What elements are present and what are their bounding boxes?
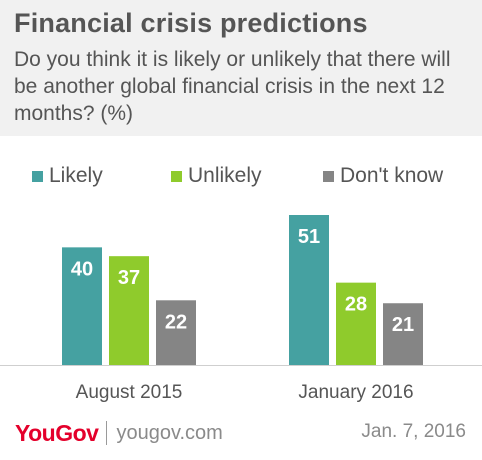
- legend-label-likely: Likely: [49, 164, 103, 187]
- bar-unlikely-august-2015: [109, 256, 149, 365]
- category-label-january-2016: January 2016: [298, 382, 413, 403]
- data-label-likely-january-2016: 51: [298, 226, 320, 248]
- data-label-likely-august-2015: 40: [71, 258, 93, 280]
- legend: Likely Unlikely Don't know: [0, 163, 482, 189]
- legend-item-likely: Likely: [32, 163, 103, 189]
- data-label-unlikely-january-2016: 28: [345, 294, 367, 316]
- legend-swatch-likely: [32, 170, 43, 182]
- data-label-don-t-know-january-2016: 21: [392, 314, 414, 336]
- header-panel: Financial crisis predictions Do you thin…: [0, 0, 482, 136]
- category-label-august-2015: August 2015: [76, 382, 183, 403]
- chart-title: Financial crisis predictions: [14, 8, 368, 38]
- bar-don-t-know-august-2015: [156, 300, 196, 365]
- yougov-logo: You Gov yougov.com: [15, 419, 223, 447]
- data-label-don-t-know-august-2015: 22: [165, 311, 187, 333]
- logo-divider: [106, 421, 108, 445]
- legend-label-unlikely: Unlikely: [188, 164, 262, 187]
- site-url: yougov.com: [116, 421, 223, 444]
- publish-date: Jan. 7, 2016: [361, 421, 466, 442]
- legend-swatch-dont-know: [323, 170, 334, 182]
- legend-label-dont-know: Don't know: [340, 164, 444, 187]
- bar-likely-january-2016: [289, 215, 329, 365]
- logo-you-text: You: [15, 419, 56, 446]
- legend-item-unlikely: Unlikely: [171, 163, 262, 189]
- logo-gov-text: Gov: [55, 419, 99, 446]
- chart-subtitle: Do you think it is likely or unlikely th…: [14, 48, 451, 125]
- data-label-unlikely-august-2015: 37: [118, 267, 140, 289]
- legend-swatch-unlikely: [171, 170, 182, 182]
- legend-item-dont-know: Don't know: [323, 163, 443, 189]
- bar-likely-august-2015: [62, 247, 102, 365]
- bar-unlikely-january-2016: [336, 282, 376, 365]
- bar-don-t-know-january-2016: [383, 303, 423, 365]
